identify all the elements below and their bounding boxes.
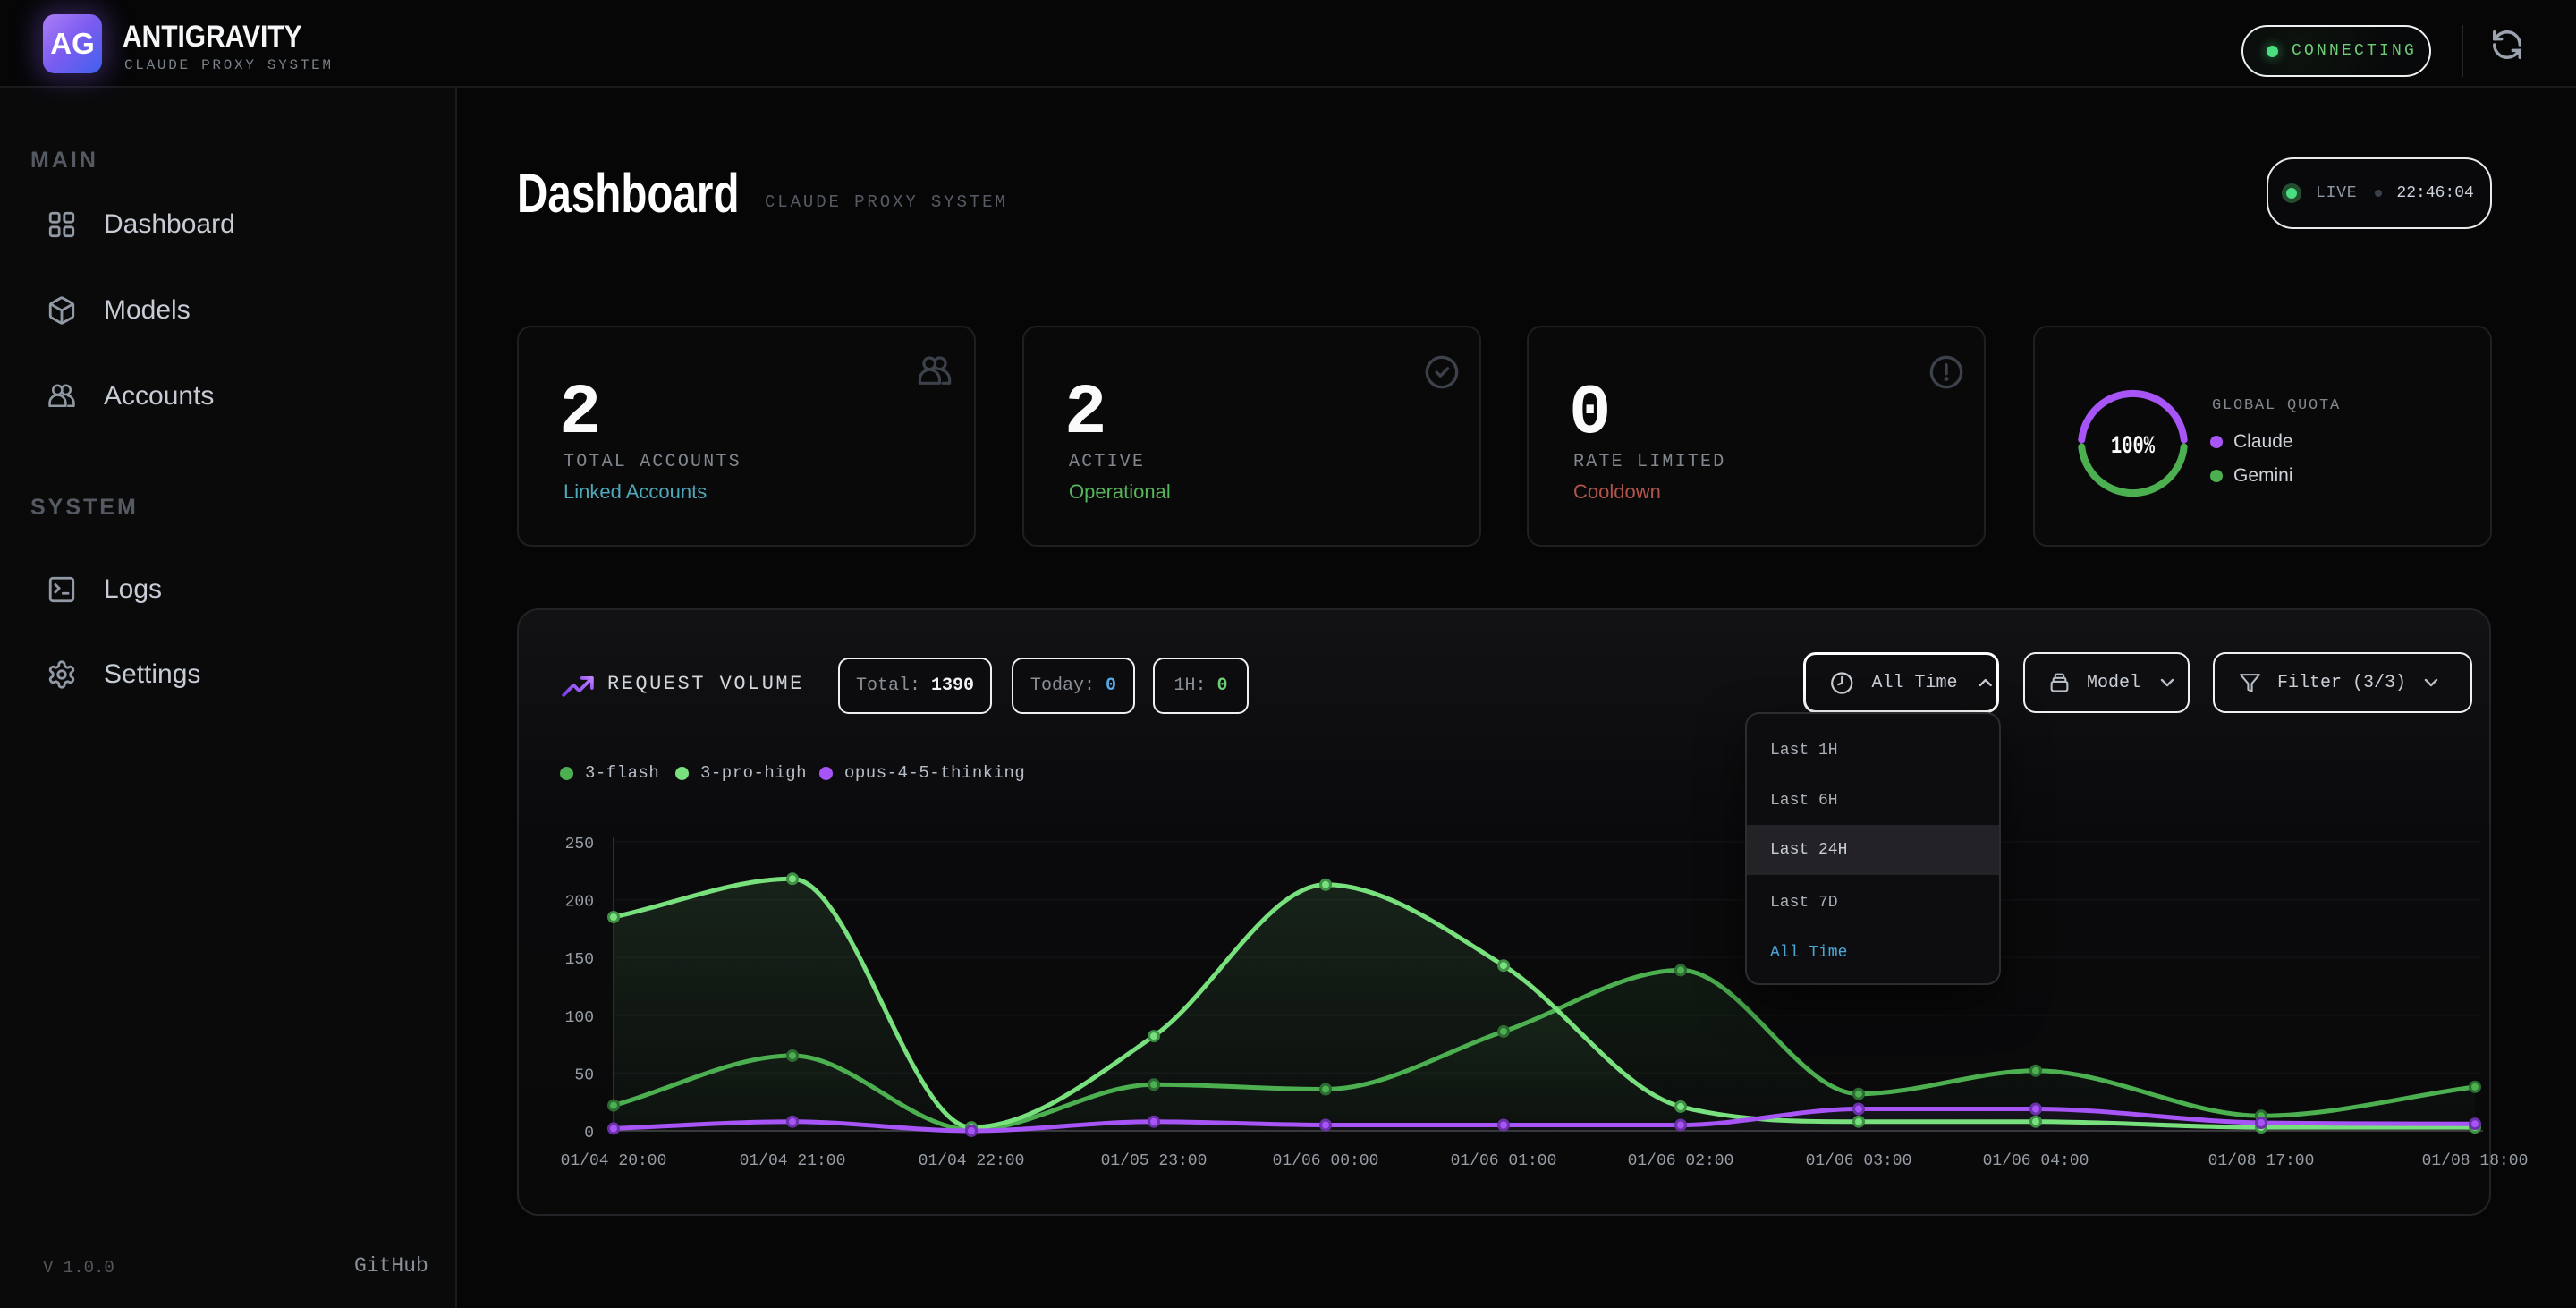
svg-text:01/06 02:00: 01/06 02:00 — [1628, 1152, 1734, 1170]
svg-text:250: 250 — [565, 836, 594, 854]
svg-text:0: 0 — [584, 1125, 594, 1142]
svg-text:01/04 22:00: 01/04 22:00 — [919, 1152, 1025, 1170]
svg-text:01/06 00:00: 01/06 00:00 — [1273, 1152, 1379, 1170]
svg-text:150: 150 — [565, 951, 594, 969]
svg-text:01/06 03:00: 01/06 03:00 — [1806, 1152, 1912, 1170]
svg-text:01/06 01:00: 01/06 01:00 — [1451, 1152, 1557, 1170]
svg-text:01/08 17:00: 01/08 17:00 — [2208, 1152, 2315, 1170]
svg-text:100%: 100% — [2111, 433, 2155, 461]
svg-text:01/08 18:00: 01/08 18:00 — [2422, 1152, 2529, 1170]
svg-text:100: 100 — [565, 1009, 594, 1027]
svg-text:200: 200 — [565, 894, 594, 912]
svg-text:01/05 23:00: 01/05 23:00 — [1101, 1152, 1208, 1170]
svg-text:01/04 21:00: 01/04 21:00 — [740, 1152, 846, 1170]
svg-text:01/04 20:00: 01/04 20:00 — [561, 1152, 667, 1170]
svg-text:01/06 04:00: 01/06 04:00 — [1983, 1152, 2089, 1170]
svg-text:50: 50 — [574, 1066, 594, 1084]
